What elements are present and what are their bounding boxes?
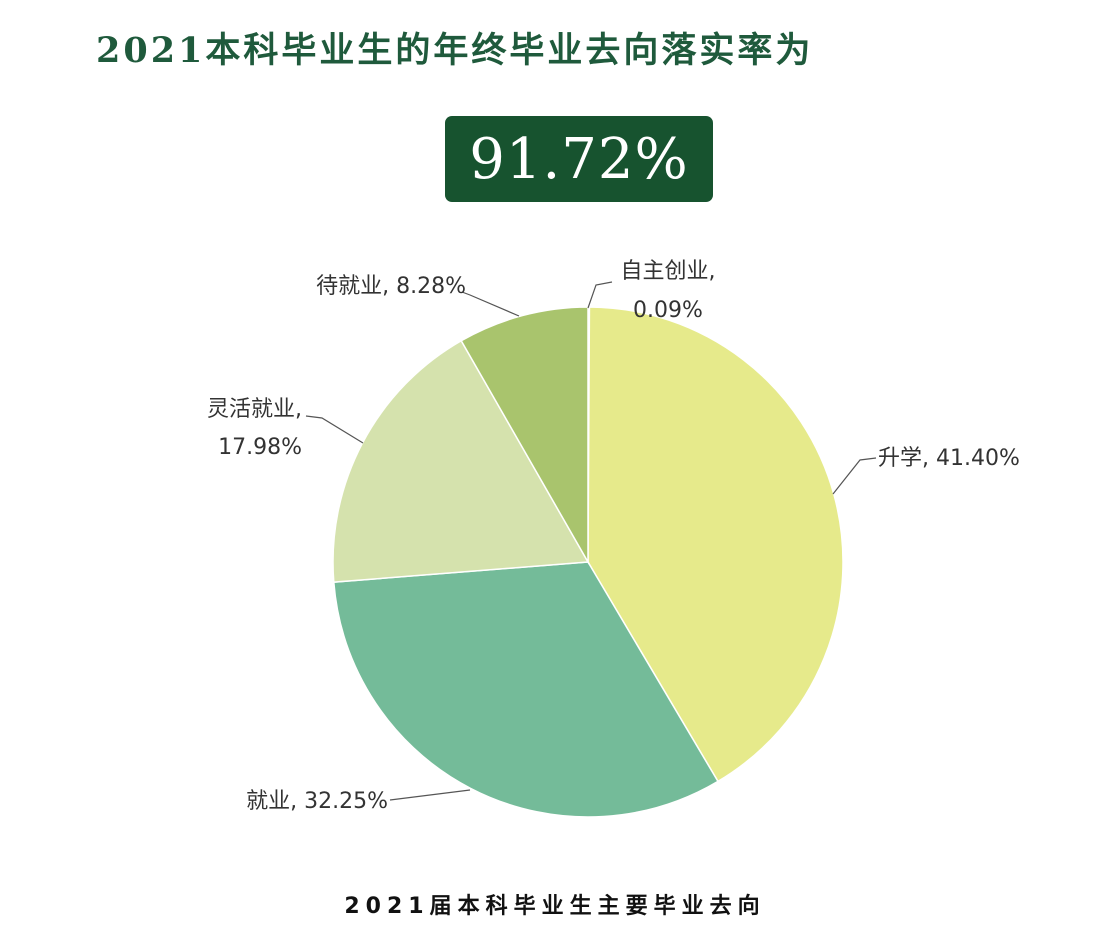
- pie-slice-employed: [332, 561, 719, 818]
- leader-line-awaiting-employment: [461, 291, 520, 317]
- data-label-further-study: 升学, 41.40%: [878, 446, 1020, 471]
- data-label-flexible-employment: 17.98%: [218, 435, 302, 460]
- rate-value: 91.72%: [469, 126, 689, 192]
- page-title: 2021本科毕业生的年终毕业去向落实率为: [96, 30, 814, 71]
- data-label-awaiting-employment: 待就业, 8.28%: [316, 274, 466, 299]
- chart-title: 2021届本科毕业生主要毕业去向: [344, 894, 766, 919]
- pie-slice-further-study: [587, 306, 844, 783]
- leader-line-further-study: [832, 457, 877, 495]
- leader-line-self-employed: [587, 281, 613, 309]
- pie-slice-awaiting-employment: [460, 306, 589, 565]
- data-label-employed: 就业, 32.25%: [246, 789, 388, 814]
- rate-badge: 91.72%: [445, 116, 713, 202]
- leader-line-flexible-employment: [305, 415, 364, 444]
- data-label-flexible-employment: 灵活就业,: [207, 397, 302, 422]
- data-label-self-employed: 自主创业,: [621, 259, 716, 284]
- leader-line-employed: [389, 789, 471, 801]
- data-label-self-employed: 0.09%: [633, 298, 703, 323]
- pie-chart: 自主创业, 0.09% 升学, 41.40% 就业, 32.25% 灵活就业, 17.98…: [207, 259, 1020, 818]
